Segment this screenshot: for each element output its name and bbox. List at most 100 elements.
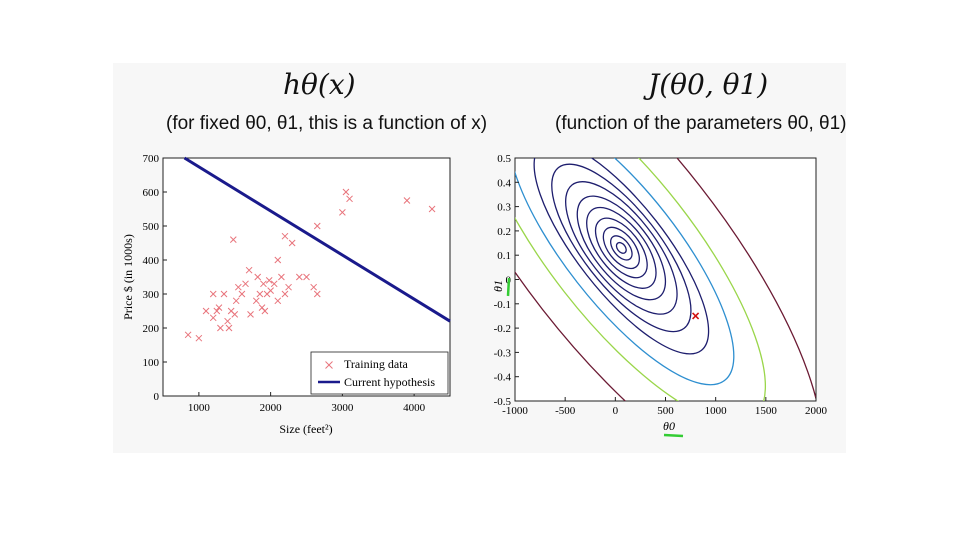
- right-y-tick-label: 0.4: [497, 177, 511, 189]
- y-label-underline: [506, 277, 511, 297]
- training-point: [281, 290, 289, 298]
- legend-training-marker: [325, 361, 333, 369]
- contour-line: [565, 181, 678, 315]
- contour-line: [594, 217, 648, 279]
- training-point: [220, 290, 228, 298]
- right-y-tick-label: 0.2: [497, 226, 511, 238]
- training-point: [339, 209, 346, 216]
- training-point: [234, 283, 242, 291]
- training-point: [245, 266, 253, 274]
- right-y-tick-label: -0.2: [494, 323, 511, 335]
- right-x-tick-label: 1500: [755, 405, 778, 417]
- training-point: [265, 277, 273, 284]
- left-y-tick-label: 0: [154, 391, 160, 403]
- training-point: [261, 307, 269, 315]
- x-label-underline: [663, 433, 684, 438]
- training-point: [346, 195, 353, 203]
- training-point: [313, 290, 321, 298]
- training-point: [231, 311, 239, 318]
- right-y-tick-label: -0.1: [494, 299, 511, 311]
- training-point: [209, 314, 217, 322]
- contour-line: [576, 195, 667, 301]
- left-y-tick-label: 500: [143, 221, 160, 233]
- training-point: [242, 280, 249, 288]
- training-point: [256, 290, 264, 298]
- training-point: [288, 239, 296, 247]
- contour-line: [515, 158, 735, 386]
- training-point: [238, 290, 246, 298]
- training-point: [295, 273, 303, 281]
- right-y-tick-label: 0.3: [497, 202, 511, 214]
- right-x-tick-label: -1000: [502, 405, 528, 417]
- right-y-axis-label: θ1: [491, 280, 505, 292]
- left-subtitle: (for fixed θ0, θ1, this is a function of…: [166, 113, 488, 134]
- right-y-tick-label: -0.3: [494, 347, 512, 359]
- training-point: [254, 273, 262, 281]
- left-y-tick-label: 200: [143, 323, 160, 335]
- legend-box: [310, 351, 449, 395]
- contour-line: [615, 241, 627, 254]
- legend: Training data Current hypothesis: [310, 351, 449, 395]
- right-subtitle: (function of the parameters θ0, θ1): [555, 113, 847, 134]
- left-y-tick-label: 100: [143, 357, 160, 369]
- training-point: [281, 232, 289, 240]
- contour-line: [533, 158, 710, 355]
- training-point: [232, 297, 240, 305]
- training-point: [202, 307, 210, 315]
- right-x-tick-label: -500: [555, 405, 576, 417]
- training-point: [428, 205, 436, 213]
- right-x-axis-label: θ0: [663, 419, 675, 433]
- right-y-tick-label: -0.5: [494, 396, 512, 408]
- left-y-tick-label: 300: [143, 289, 160, 301]
- right-y-tick-label: 0.5: [497, 153, 511, 165]
- training-point: [310, 283, 318, 291]
- right-y-tick-label: 0.1: [497, 250, 511, 262]
- left-x-tick-label: 1000: [188, 402, 211, 414]
- training-point: [195, 334, 203, 342]
- legend-hypothesis-label: Current hypothesis: [344, 375, 435, 389]
- hypothesis-line: [183, 156, 451, 323]
- contour-line: [515, 158, 767, 401]
- training-point: [270, 280, 278, 288]
- contour-line: [602, 226, 640, 270]
- left-x-axis-label: Size (feet²): [279, 422, 332, 436]
- left-x-tick-label: 2000: [260, 402, 283, 414]
- right-x-tick-label: 0: [613, 405, 619, 417]
- left-x-tick-label: 4000: [403, 402, 426, 414]
- training-point: [274, 297, 282, 305]
- training-point: [213, 307, 221, 315]
- left-x-tick-label: 3000: [331, 402, 354, 414]
- cost-contour-chart: -1000 -500 0 500 1000 1500 2000 0.5 0.4 0.3 0.2 0.1…: [491, 153, 828, 438]
- left-y-tick-label: 700: [143, 153, 160, 165]
- training-point: [215, 304, 223, 311]
- left-y-tick-label: 600: [143, 187, 160, 199]
- training-point: [224, 317, 231, 325]
- contour-line: [515, 158, 816, 401]
- contour-line: [551, 163, 692, 333]
- hypothesis-chart: 1000 2000 3000 4000 0 100 200 300 400 500 600 700 S…: [121, 153, 451, 436]
- left-y-tick-label: 400: [143, 255, 160, 267]
- training-point: [303, 273, 310, 281]
- training-point: [274, 256, 282, 264]
- legend-training-label: Training data: [344, 357, 409, 371]
- training-point: [225, 324, 233, 332]
- training-point: [217, 324, 224, 332]
- training-point: [403, 197, 411, 204]
- training-point: [285, 283, 292, 291]
- training-point: [267, 287, 274, 294]
- right-y-tick-label: -0.4: [494, 372, 512, 384]
- right-x-tick-label: 2000: [805, 405, 828, 417]
- contour-line: [610, 235, 633, 261]
- training-point: [247, 311, 254, 318]
- right-title: J(θ0, θ1): [648, 68, 769, 101]
- training-point: [260, 280, 267, 288]
- training-point: [229, 236, 237, 243]
- training-point: [313, 222, 321, 230]
- left-title: hθ(x): [283, 68, 356, 101]
- training-point: [209, 290, 217, 298]
- training-point: [184, 331, 192, 339]
- current-parameter-marker: [692, 312, 700, 320]
- training-point: [252, 297, 260, 305]
- legend-x-glyph: [325, 361, 333, 369]
- training-point: [342, 188, 350, 196]
